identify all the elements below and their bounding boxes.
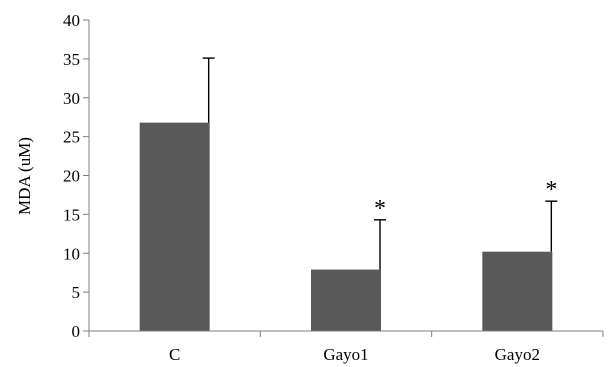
category-label-c: C (169, 345, 180, 364)
category-label-gayo2: Gayo2 (495, 345, 540, 364)
y-tick-label: 20 (63, 167, 80, 186)
y-tick-label: 30 (63, 89, 80, 108)
y-tick-label: 5 (72, 283, 81, 302)
x-axis-ticks (88, 331, 604, 337)
y-tick-label: 40 (63, 11, 80, 30)
y-tick-label: 25 (63, 128, 80, 147)
significance-marker: * (374, 196, 386, 222)
y-tick-label: 0 (72, 322, 81, 341)
error-bars (202, 57, 558, 270)
y-tick-label: 35 (63, 50, 80, 69)
category-labels: C Gayo1 Gayo2 (169, 345, 540, 364)
category-label-gayo1: Gayo1 (323, 345, 368, 364)
y-axis-ticks: 0 5 10 15 20 25 30 35 40 (63, 11, 89, 341)
y-axis-title: MDA (uM) (15, 137, 34, 215)
bar-gayo1 (311, 269, 381, 331)
bar-gayo2 (482, 251, 553, 331)
significance-marker: * (545, 177, 557, 203)
significance-markers: ** (374, 177, 557, 222)
y-tick-label: 10 (63, 244, 80, 263)
bars (139, 122, 553, 331)
y-tick-label: 15 (63, 205, 80, 224)
bar-c (139, 122, 210, 331)
